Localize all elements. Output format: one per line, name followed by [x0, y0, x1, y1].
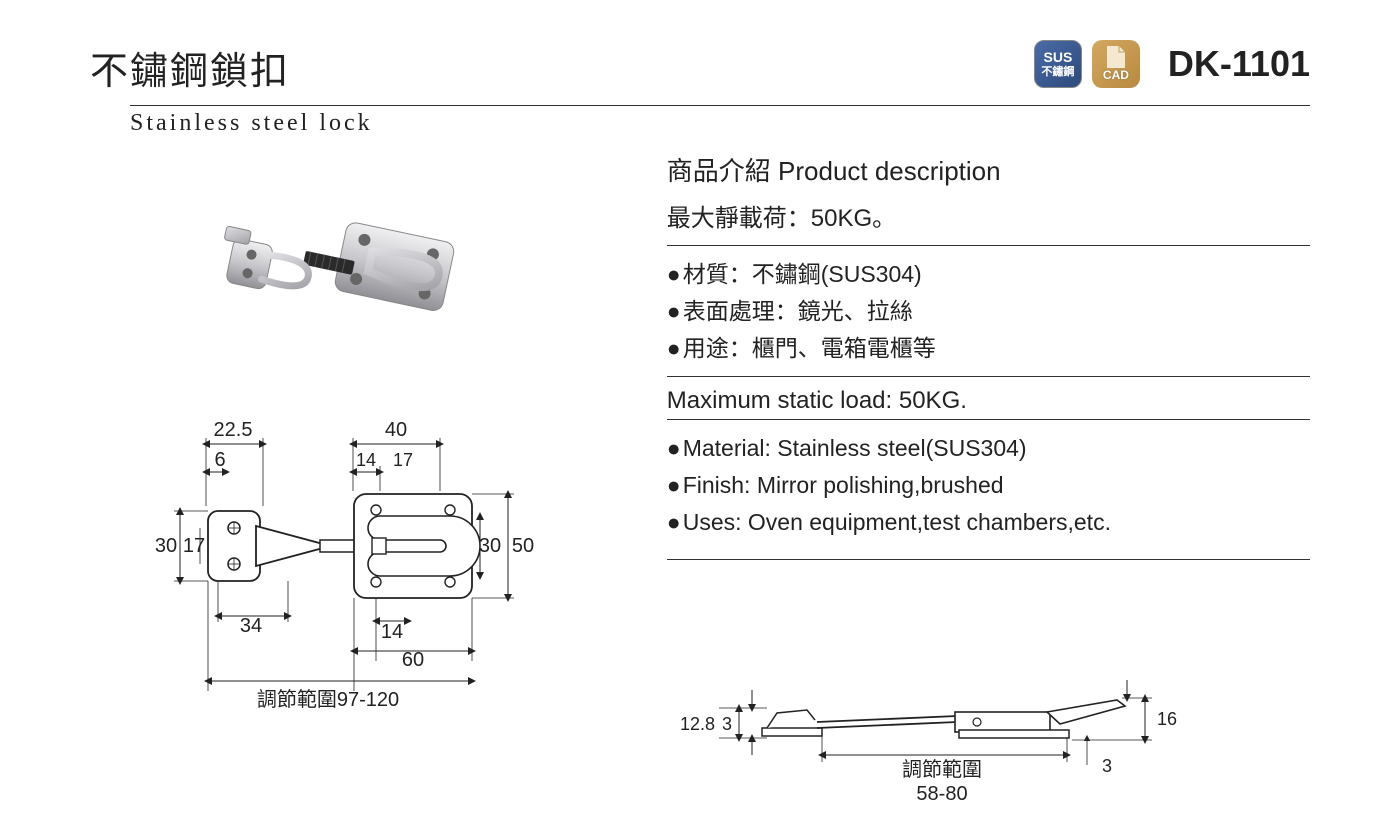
spec-zh-uses: 用途：櫃門、電箱電櫃等 — [667, 330, 1310, 367]
dim-60: 60 — [402, 649, 424, 671]
dim-3r: 3 — [1102, 756, 1112, 776]
title-chinese: 不鏽鋼鎖扣 — [90, 40, 1034, 95]
dim-22-5: 22.5 — [214, 419, 253, 441]
dim-30r: 30 — [479, 535, 501, 557]
dim-12-8: 12.8 — [680, 714, 715, 734]
drawing-top-view: 22.5 6 40 14 17 — [128, 416, 588, 721]
spec-en-finish: Finish: Mirror polishing,brushed — [667, 467, 1310, 504]
spec-en-material: Material: Stainless steel(SUS304) — [667, 430, 1310, 467]
header-right: SUS 不鏽鋼 CAD DK-1101 — [1034, 40, 1310, 88]
header-divider — [130, 105, 1310, 106]
cad-badge-icon: CAD — [1092, 40, 1140, 88]
spec-zh-finish: 表面處理：鏡光、拉絲 — [667, 293, 1310, 330]
max-load-en: Maximum static load: 50KG. — [667, 376, 1310, 419]
right-column: 商品介紹 Product description 最大靜載荷：50KG。 材質：… — [667, 151, 1310, 825]
range-label-zh: 調節範圍 — [902, 758, 982, 781]
sus-badge-bottom: 不鏽鋼 — [1041, 66, 1074, 78]
spec-zh-material: 材質：不鏽鋼(SUS304) — [667, 256, 1310, 293]
description-heading: 商品介紹 Product description — [667, 151, 1310, 188]
specs-zh-block: 材質：不鏽鋼(SUS304) 表面處理：鏡光、拉絲 用途：櫃門、電箱電櫃等 — [667, 245, 1310, 376]
cad-badge-label: CAD — [1103, 69, 1129, 82]
drawing-side-view: 12.8 3 16 — [667, 650, 1310, 825]
dim-3l: 3 — [722, 714, 732, 734]
product-photo — [198, 181, 518, 346]
page-header: 不鏽鋼鎖扣 SUS 不鏽鋼 CAD DK-1101 — [90, 40, 1310, 95]
dim-14a: 14 — [356, 450, 376, 470]
dim-17a: 17 — [393, 450, 413, 470]
dim-34: 34 — [240, 615, 262, 637]
title-block: 不鏽鋼鎖扣 — [90, 40, 1034, 95]
specs-en-block: Material: Stainless steel(SUS304) Finish… — [667, 419, 1310, 550]
max-load-zh: 最大靜載荷：50KG。 — [667, 198, 1310, 233]
range-value: 58-80 — [916, 783, 967, 805]
dim-40: 40 — [385, 419, 407, 441]
spec-en-uses: Uses: Oven equipment,test chambers,etc. — [667, 504, 1310, 541]
dim-6: 6 — [215, 449, 226, 471]
dim-range-top: 調節範圍97-120 — [257, 688, 399, 711]
dim-14b: 14 — [381, 621, 403, 643]
title-english: Stainless steel lock — [130, 110, 1310, 137]
dim-17l: 17 — [183, 535, 205, 557]
specs-bottom-divider — [667, 559, 1310, 560]
left-column: 22.5 6 40 14 17 — [90, 151, 627, 825]
dim-16: 16 — [1157, 709, 1177, 729]
main-content: 22.5 6 40 14 17 — [90, 151, 1310, 825]
sus-badge-icon: SUS 不鏽鋼 — [1034, 40, 1082, 88]
dim-30l: 30 — [155, 535, 177, 557]
dim-50: 50 — [512, 535, 534, 557]
sus-badge-top: SUS — [1044, 50, 1073, 65]
product-code: DK-1101 — [1168, 43, 1310, 85]
